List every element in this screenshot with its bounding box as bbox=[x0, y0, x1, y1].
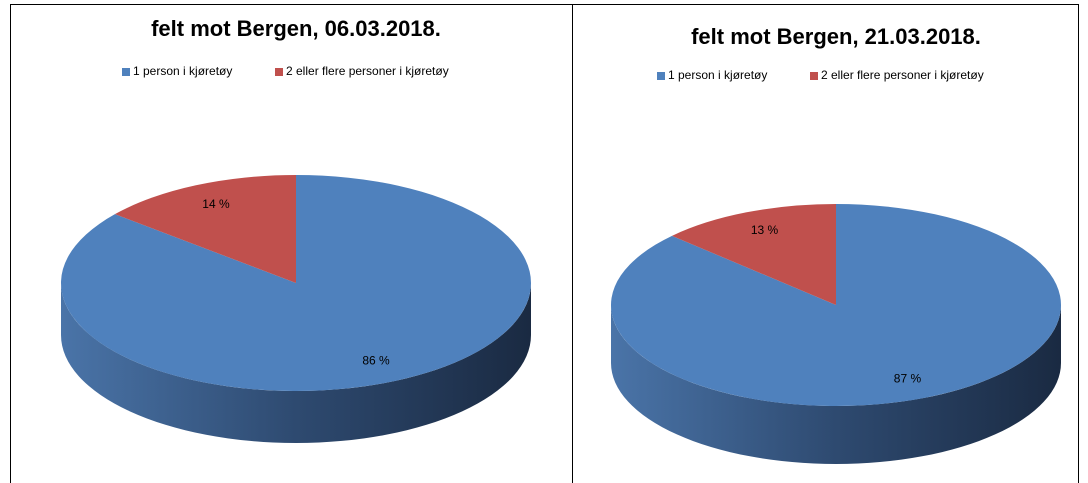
data-label: 13 % bbox=[751, 223, 779, 237]
legend-swatch bbox=[810, 72, 818, 80]
frame bbox=[10, 4, 1079, 483]
pie-slice bbox=[671, 204, 836, 305]
pie-side bbox=[611, 305, 1061, 464]
chart-title: felt mot Bergen, 06.03.2018. bbox=[151, 16, 441, 41]
data-label: 14 % bbox=[202, 197, 230, 211]
legend-swatch bbox=[275, 68, 283, 76]
legend-label: 2 eller flere personer i kjøretøy bbox=[821, 68, 984, 82]
data-label: 87 % bbox=[894, 371, 922, 385]
pie-slice bbox=[611, 204, 1062, 407]
legend-label: 1 person i kjøretøy bbox=[668, 68, 767, 82]
pie-slice bbox=[114, 175, 297, 283]
pie-side bbox=[61, 283, 531, 443]
data-label: 86 % bbox=[362, 353, 390, 367]
pie-slice bbox=[60, 175, 531, 391]
legend-label: 1 person i kjøretøy bbox=[133, 64, 232, 78]
chart-title: felt mot Bergen, 21.03.2018. bbox=[691, 24, 981, 49]
legend-label: 2 eller flere personer i kjøretøy bbox=[286, 64, 449, 78]
legend-swatch bbox=[657, 72, 665, 80]
legend-swatch bbox=[122, 68, 130, 76]
